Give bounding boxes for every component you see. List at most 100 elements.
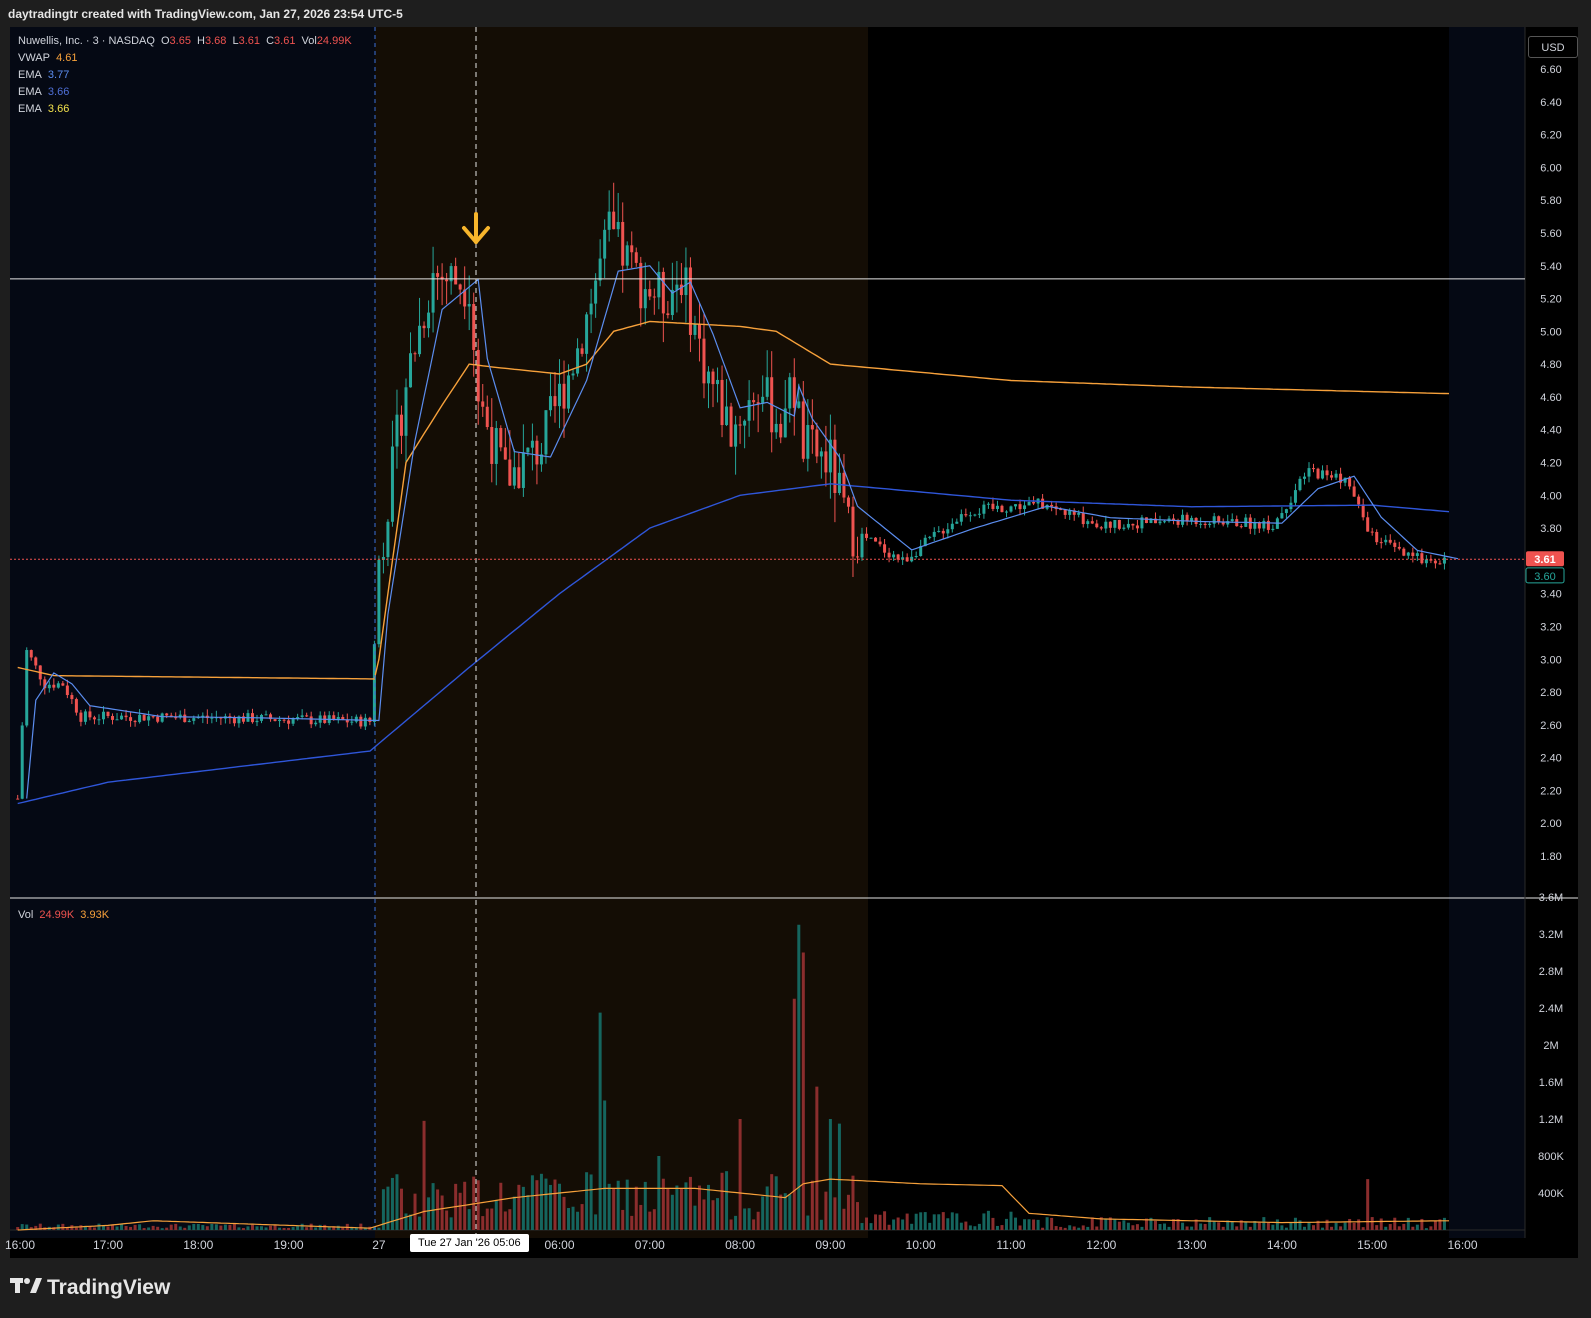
volume-bar (431, 1183, 435, 1230)
candle-body (350, 721, 354, 723)
indicator-ema-1[interactable]: EMA 3.77 (18, 67, 80, 84)
volume-bar (824, 1191, 828, 1230)
candle-body (1420, 553, 1424, 564)
volume-legend-label[interactable]: Vol (18, 909, 34, 921)
candle-body (729, 406, 733, 447)
volume-bar (1230, 1221, 1234, 1230)
price-axis[interactable]: 6.60 6.40 6.20 6.00 5.80 5.60 5.40 5.20 5.00 4.80… (1540, 64, 1561, 863)
volume-bar (106, 1226, 110, 1230)
candle-body (47, 684, 51, 689)
volume-bar (1185, 1226, 1189, 1230)
candle-body (255, 720, 259, 723)
volume-axis[interactable]: 3.6M 3.2M 2.8M 2.4M 2M 1.6M 1.2M 800K 400K (1538, 892, 1564, 1200)
candle-body (553, 396, 557, 407)
volume-bar (192, 1223, 196, 1230)
volume-bar (585, 1172, 589, 1230)
volume-bar (1208, 1217, 1212, 1230)
candle-body (291, 719, 295, 724)
candle-body (165, 713, 169, 716)
volume-bar (332, 1226, 336, 1230)
volume-bar (752, 1219, 756, 1230)
volume-bar (1321, 1227, 1325, 1230)
volume-bar (1343, 1222, 1347, 1230)
candle-body (88, 711, 92, 718)
afterhours-bg-right (1449, 27, 1525, 1238)
candle-body (878, 541, 882, 545)
volume-bar (187, 1225, 191, 1230)
volume-bar (1054, 1226, 1058, 1230)
candle-body (594, 280, 598, 304)
candle-body (964, 514, 968, 516)
volume-bar (386, 1186, 390, 1230)
indicator-ema-3[interactable]: EMA 3.66 (18, 101, 80, 118)
candle-body (56, 683, 60, 688)
candle-body (815, 429, 819, 457)
candle-body (914, 555, 918, 557)
volume-bar (363, 1227, 367, 1230)
time-tick-label: 16:00 (5, 1238, 35, 1252)
down-arrow-annotation[interactable] (462, 212, 490, 244)
volume-bar (1266, 1222, 1270, 1230)
candle-body (693, 324, 697, 335)
candle-body (1104, 521, 1108, 529)
volume-bar (770, 1174, 774, 1230)
candle-body (1045, 504, 1049, 509)
candle-body (314, 722, 318, 725)
high-label: H (197, 35, 205, 47)
volume-bar (648, 1211, 652, 1230)
volume-bar (1397, 1226, 1401, 1230)
time-tick-label: 16:00 (1447, 1238, 1477, 1252)
volume-bar (1041, 1227, 1045, 1230)
volume-bar (1221, 1226, 1225, 1230)
volume-bar (1140, 1226, 1144, 1230)
candle-body (932, 531, 936, 537)
indicator-ema-2[interactable]: EMA 3.66 (18, 84, 80, 101)
open-label: O (160, 35, 170, 47)
price-tick-label: 4.20 (1540, 458, 1561, 470)
candle-body (558, 383, 561, 407)
volume-bar (959, 1222, 963, 1230)
volume-bar (562, 1196, 566, 1230)
volume-bar (702, 1199, 706, 1230)
volume-bar (1072, 1226, 1076, 1230)
candle-body (1068, 510, 1072, 515)
price-tick-label: 5.40 (1540, 261, 1561, 273)
time-axis[interactable]: 16:00 17:00 18:00 19:00 27 06:00 07:00 08:00 09:… (5, 1238, 1478, 1252)
volume-bar (1172, 1219, 1176, 1230)
volume-bar (1415, 1224, 1419, 1230)
volume-bar (246, 1226, 250, 1230)
candle-body (607, 211, 611, 230)
candle-body (562, 383, 566, 409)
volume-bar (318, 1224, 322, 1230)
candle-body (968, 515, 972, 517)
candle-body (1181, 514, 1185, 525)
volume-bar (350, 1227, 354, 1230)
candle-body (278, 719, 282, 722)
candle-body (354, 716, 358, 722)
volume-bar (1032, 1219, 1036, 1230)
volume-bar (260, 1226, 264, 1230)
low-value: 3.61 (238, 35, 261, 47)
volume-tick-label: 2.8M (1539, 966, 1563, 978)
volume-bar (661, 1178, 665, 1230)
candle-body (237, 716, 241, 724)
volume-bar (589, 1174, 593, 1230)
volume-bar (1176, 1219, 1180, 1230)
volume-bar (720, 1172, 724, 1230)
candle-body (241, 716, 245, 722)
volume-bar (801, 952, 805, 1230)
indicator-vwap[interactable]: VWAP 4.61 (18, 50, 80, 67)
volume-bar (138, 1224, 142, 1230)
price-tick-label: 2.60 (1540, 720, 1561, 732)
currency-button[interactable]: USD (1528, 36, 1578, 58)
candle-body (409, 353, 413, 388)
candle-body (657, 271, 661, 298)
volume-bar (418, 1216, 422, 1230)
symbol-label[interactable]: Nuwellis, Inc. · 3 · NASDAQ (18, 35, 155, 47)
candle-body (431, 273, 435, 313)
volume-bar (675, 1185, 679, 1230)
volume-bar (97, 1223, 101, 1230)
time-tick-label: 27 (372, 1238, 386, 1252)
volume-bar (535, 1180, 539, 1230)
